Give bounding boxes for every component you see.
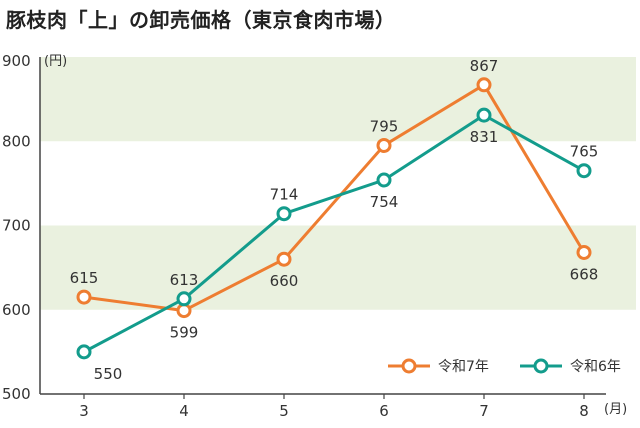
data-labels: 615 550 599 613 660 714 795 754 867 831 668 765 [70,57,599,383]
x-tick-labels: 3 4 5 6 7 8 [79,402,589,420]
data-label: 550 [94,365,123,383]
y-tick-label: 600 [2,301,31,319]
x-tick-label: 6 [379,402,389,420]
data-label: 668 [570,265,599,283]
data-label: 831 [470,128,499,146]
data-label: 615 [70,269,99,287]
band-0 [40,57,636,142]
data-label: 714 [270,186,299,204]
legend-marker-0 [401,358,417,374]
chart-title: 豚枝肉「上」の卸売価格（東京食肉市場） [6,8,396,32]
x-tick-label: 8 [579,402,589,420]
x-tick-label: 4 [179,402,189,420]
data-label: 754 [370,193,399,211]
data-point [376,137,392,153]
data-point [476,107,492,123]
background-bands [40,57,636,310]
series-layer [76,77,592,360]
x-tick-label: 3 [79,402,89,420]
data-point [576,244,592,260]
legend: 令和7年 令和6年 [388,358,621,375]
y-tick-label: 700 [2,217,31,235]
data-point [576,163,592,179]
data-label: 795 [370,117,399,135]
series-line-1 [83,113,585,354]
data-label: 660 [270,272,299,290]
legend-label: 令和7年 [438,359,489,375]
y-tick-label: 800 [2,132,31,150]
data-label: 599 [170,324,199,342]
y-axis-unit: (円) [44,54,67,69]
x-tick-label: 5 [279,402,289,420]
data-label: 867 [470,57,499,75]
legend-label: 令和6年 [570,359,621,375]
data-label: 765 [570,143,599,161]
y-tick-label: 500 [2,385,31,403]
x-axis-unit: (月) [604,402,627,417]
data-point [176,303,192,319]
data-point [76,344,92,360]
data-point [276,251,292,267]
data-point [276,206,292,222]
axes [39,57,606,399]
legend-marker-1 [533,358,549,374]
data-point [376,172,392,188]
x-tick-label: 7 [479,402,489,420]
data-point [476,77,492,93]
data-label: 613 [170,271,199,289]
data-point [176,291,192,307]
y-tick-label: 900 [2,52,31,70]
data-point [76,289,92,305]
band-1 [40,225,636,310]
y-tick-labels: 500 600 700 800 900 [2,52,31,403]
